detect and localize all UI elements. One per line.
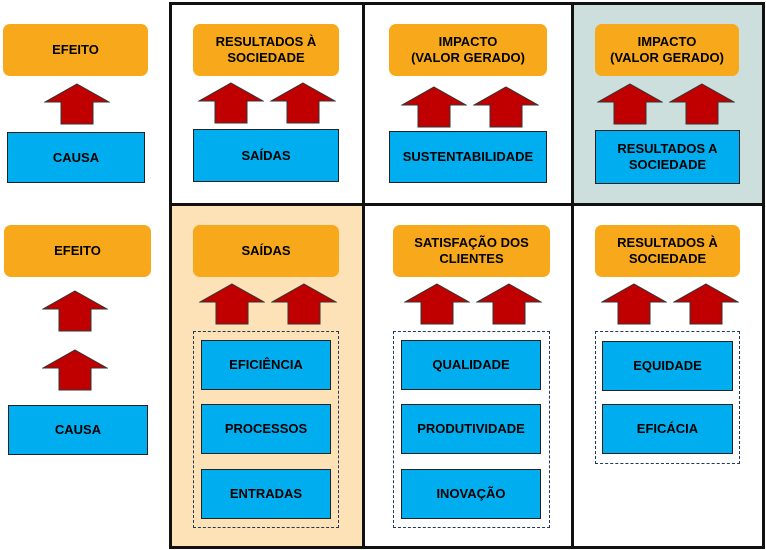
up-arrow-icon [271,283,337,325]
effect-box-row1: EFEITO [3,24,148,76]
dashed-group-efficiency [193,331,339,528]
result-society-box: RESULTADOS À SOCIEDADE [193,24,339,76]
up-arrow-icon [476,283,542,325]
grid-outer-border [169,2,765,549]
processes-box: PROCESSOS [201,404,331,454]
up-arrow-icon [401,86,467,128]
up-arrow-icon [601,283,667,325]
inputs-box: ENTRADAS [201,469,331,519]
up-arrow-icon [198,82,264,124]
equity-box: EQUIDADE [602,341,733,391]
productivity-box: PRODUTIVIDADE [401,404,541,454]
outputs-box: SAÍDAS [193,129,339,182]
result-society-box: RESULTADOS A SOCIEDADE [595,130,740,184]
impact-box: IMPACTO (VALOR GERADO) [389,24,547,76]
up-arrow-icon [669,83,735,125]
efficacy-box: EFICÁCIA [602,404,733,454]
customer-satisfaction-box: SATISFAÇÃO DOS CLIENTES [393,225,550,277]
grid-vline-2 [571,2,574,549]
cause-box-row1: CAUSA [7,132,145,183]
grid-vline-1 [362,2,365,549]
up-arrow-icon [473,86,539,128]
up-arrow-icon [404,283,470,325]
up-arrow-icon [270,82,336,124]
sustainability-box: SUSTENTABILIDADE [389,131,547,183]
cause-box-row2: CAUSA [8,405,148,455]
up-arrow-icon [44,83,110,125]
innovation-box: INOVAÇÃO [401,469,541,519]
dashed-group-equity [595,331,740,464]
outputs-box: SAÍDAS [193,225,339,277]
up-arrow-icon [42,349,108,391]
quality-box: QUALIDADE [401,340,541,390]
up-arrow-icon [597,83,663,125]
up-arrow-icon [42,290,108,332]
result-society-box: RESULTADOS À SOCIEDADE [595,225,740,277]
effect-box-row2: EFEITO [4,225,151,277]
dashed-group-quality [393,331,550,528]
up-arrow-icon [673,283,739,325]
grid-hline [169,203,765,206]
impact-box: IMPACTO (VALOR GERADO) [595,24,739,76]
efficiency-box: EFICIÊNCIA [201,340,331,390]
up-arrow-icon [199,283,265,325]
